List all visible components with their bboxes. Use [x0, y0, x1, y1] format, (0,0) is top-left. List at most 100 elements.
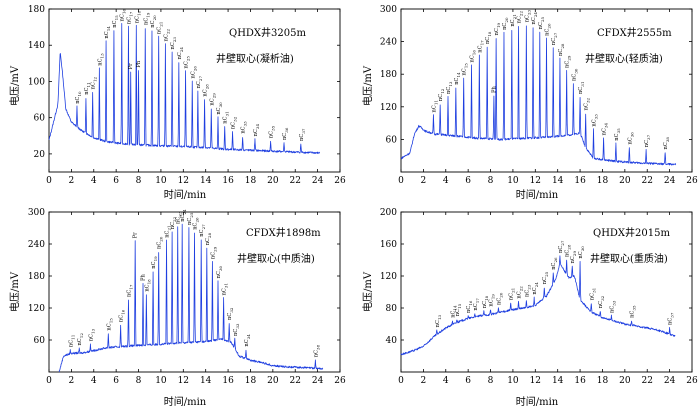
panel-3-peak-label: nC11 — [68, 335, 75, 347]
panel-4-y-tick-label: 200 — [380, 208, 397, 218]
panel-3-peak-label: nC33 — [232, 323, 239, 336]
panel-3-peak-label: nC34 — [243, 334, 250, 347]
panel-1-y-tick-label: 20 — [34, 150, 46, 160]
panel-4-peak-label: nC13 — [434, 315, 441, 328]
panel-1-peak-label: nC24 — [176, 47, 183, 60]
panel-3-x-tick-label: 0 — [46, 376, 52, 386]
panel-3-x-tick-label: 12 — [178, 376, 189, 386]
panel-2-peak-label: nC34 — [601, 122, 608, 135]
panel-3-x-tick-label: 2 — [69, 376, 75, 386]
panel-2-peak-label: nC17 — [477, 40, 484, 53]
panel-3-peak-label: nC27 — [199, 224, 206, 237]
panel-4-peak-label: nC37 — [667, 312, 674, 325]
panel-3-title: CFDX井1898m — [246, 226, 321, 239]
panel-2-peak-label: nC31 — [578, 82, 585, 94]
panel-2-peak-label: nC28 — [557, 43, 564, 56]
panel-1-peak-label: nC12 — [90, 76, 97, 89]
panel-2-peak-label: nC29 — [564, 55, 571, 68]
panel-4-peak-label: nC19 — [488, 294, 495, 307]
panel-1-peak-label: nC37 — [298, 128, 305, 141]
panel-3-peak-label: nC20 — [156, 236, 163, 249]
panel-2-x-tick-label: 22 — [642, 176, 653, 186]
panel-2-peak-label: nC15 — [461, 63, 468, 76]
panel-2-peak-label: nC37 — [644, 134, 651, 147]
panel-2-x-tick-label: 2 — [421, 176, 427, 186]
panel-4-ylabel: 电压/mV — [361, 271, 374, 312]
panel-1-x-tick-label: 26 — [334, 176, 346, 186]
panel-2-x-tick-label: 26 — [686, 176, 698, 186]
panel-1-peak-label: nC19 — [143, 12, 150, 25]
panel-1-x-tick-label: 20 — [267, 176, 279, 186]
panel-4-peak-label: nC35 — [629, 305, 636, 318]
panel-4-peak-label: nC28 — [564, 244, 571, 257]
panel-3-x-tick-label: 10 — [155, 376, 167, 386]
panel-4-y-tick-label: 80 — [386, 304, 398, 314]
panel-3-peak-label: nC23 — [175, 211, 182, 224]
panel-1-peak-label: nC29 — [209, 93, 216, 106]
panel-3-peak-label: nC16 — [118, 309, 125, 322]
panel-4-peak-label: nC22 — [516, 286, 523, 299]
panel-4-x-tick-label: 10 — [507, 376, 519, 386]
panel-4-trace — [400, 255, 676, 356]
panel-3-peak-label: nC29 — [210, 246, 217, 259]
panel-2-peak-label: nC30 — [571, 68, 578, 81]
panel-3-subtitle: 井壁取心(中质油) — [237, 252, 315, 265]
panel-4-y-tick-label: 40 — [386, 336, 398, 346]
panel-3-peak-label: nC12 — [77, 333, 84, 346]
panel-4-subtitle: 井壁取心(重质油) — [590, 252, 668, 265]
panel-2-plot-frame — [400, 8, 693, 173]
panel-3-xlabel: 时间/min — [164, 395, 207, 408]
panel-4-peak-label: nC25 — [542, 271, 549, 284]
panel-2-peak-label: nC19 — [494, 22, 501, 35]
panel-2-x-tick-label: 0 — [398, 176, 404, 186]
panel-3-y-tick-label: 120 — [28, 304, 45, 314]
panel-2-peak-label: nC13 — [446, 81, 453, 94]
panel-3-x-tick-label: 18 — [245, 376, 257, 386]
panel-2-peak-label: nC18 — [485, 31, 492, 44]
panel-1-subtitle: 井壁取心(凝析油) — [216, 52, 294, 65]
panel-3-x-tick-label: 22 — [290, 376, 301, 386]
panel-2-xlabel: 时间/min — [516, 188, 559, 201]
panel-2-x-tick-label: 14 — [552, 176, 564, 186]
panel-4-x-tick-label: 22 — [642, 376, 653, 386]
panel-4-title: QHDX井2015m — [593, 226, 671, 239]
panel-3-peak-label: nC21 — [164, 225, 171, 237]
panel-1-peak-label: nC31 — [222, 111, 229, 123]
panel-3-peak-label: nC30 — [216, 265, 223, 278]
panel-2-peak-label: nC23 — [524, 9, 531, 22]
panel-1-peak-label: nC26 — [190, 66, 197, 79]
panel-4-x-tick-label: 2 — [421, 376, 427, 386]
panel-4-x-tick-label: 12 — [530, 376, 541, 386]
panel-4-y-tick-label: 160 — [380, 240, 397, 250]
panel-4-peak-label: nC14 — [450, 305, 457, 318]
panel-1-peak-label: nC16 — [119, 9, 126, 22]
panel-2-title: CFDX井2555m — [597, 26, 672, 39]
panel-3-x-tick-label: 16 — [222, 376, 234, 386]
panel-4-peak-label: nC27 — [557, 240, 564, 253]
panel-4-x-tick-label: 16 — [574, 376, 586, 386]
panel-4-x-tick-label: 18 — [597, 376, 609, 386]
panel-1-x-tick-label: 22 — [290, 176, 301, 186]
panel-3-peak-label: nC28 — [204, 232, 211, 245]
panel-1-peak-label: nC17 — [126, 11, 133, 24]
panel-1-x-tick-label: 4 — [91, 176, 97, 186]
panel-4-peak-label: nC16 — [466, 300, 473, 313]
panel-3-peak-label: nC13 — [88, 328, 95, 341]
panel-2-x-tick-label: 10 — [507, 176, 519, 186]
panel-2-peak-label: nC36 — [627, 132, 634, 145]
panel-2-x-tick-label: 24 — [664, 176, 676, 186]
panel-3-peak-label: nC15 — [106, 318, 113, 331]
panel-3-peak-label: Ph — [141, 274, 147, 281]
panel-1-x-tick-label: 18 — [245, 176, 257, 186]
panel-4-peak-label: nC26 — [551, 257, 558, 270]
panel-3-y-tick-label: 180 — [28, 272, 45, 282]
panel-1-ylabel: 电压/mV — [8, 65, 21, 106]
panel-4-peak-label: nC32 — [598, 295, 605, 308]
panel-1-plot-frame — [48, 8, 341, 173]
panel-2-peak-label: nC33 — [591, 114, 598, 127]
panel-2-peak-label: nC22 — [516, 11, 523, 24]
panel-4-peak-label: nC30 — [578, 246, 585, 259]
